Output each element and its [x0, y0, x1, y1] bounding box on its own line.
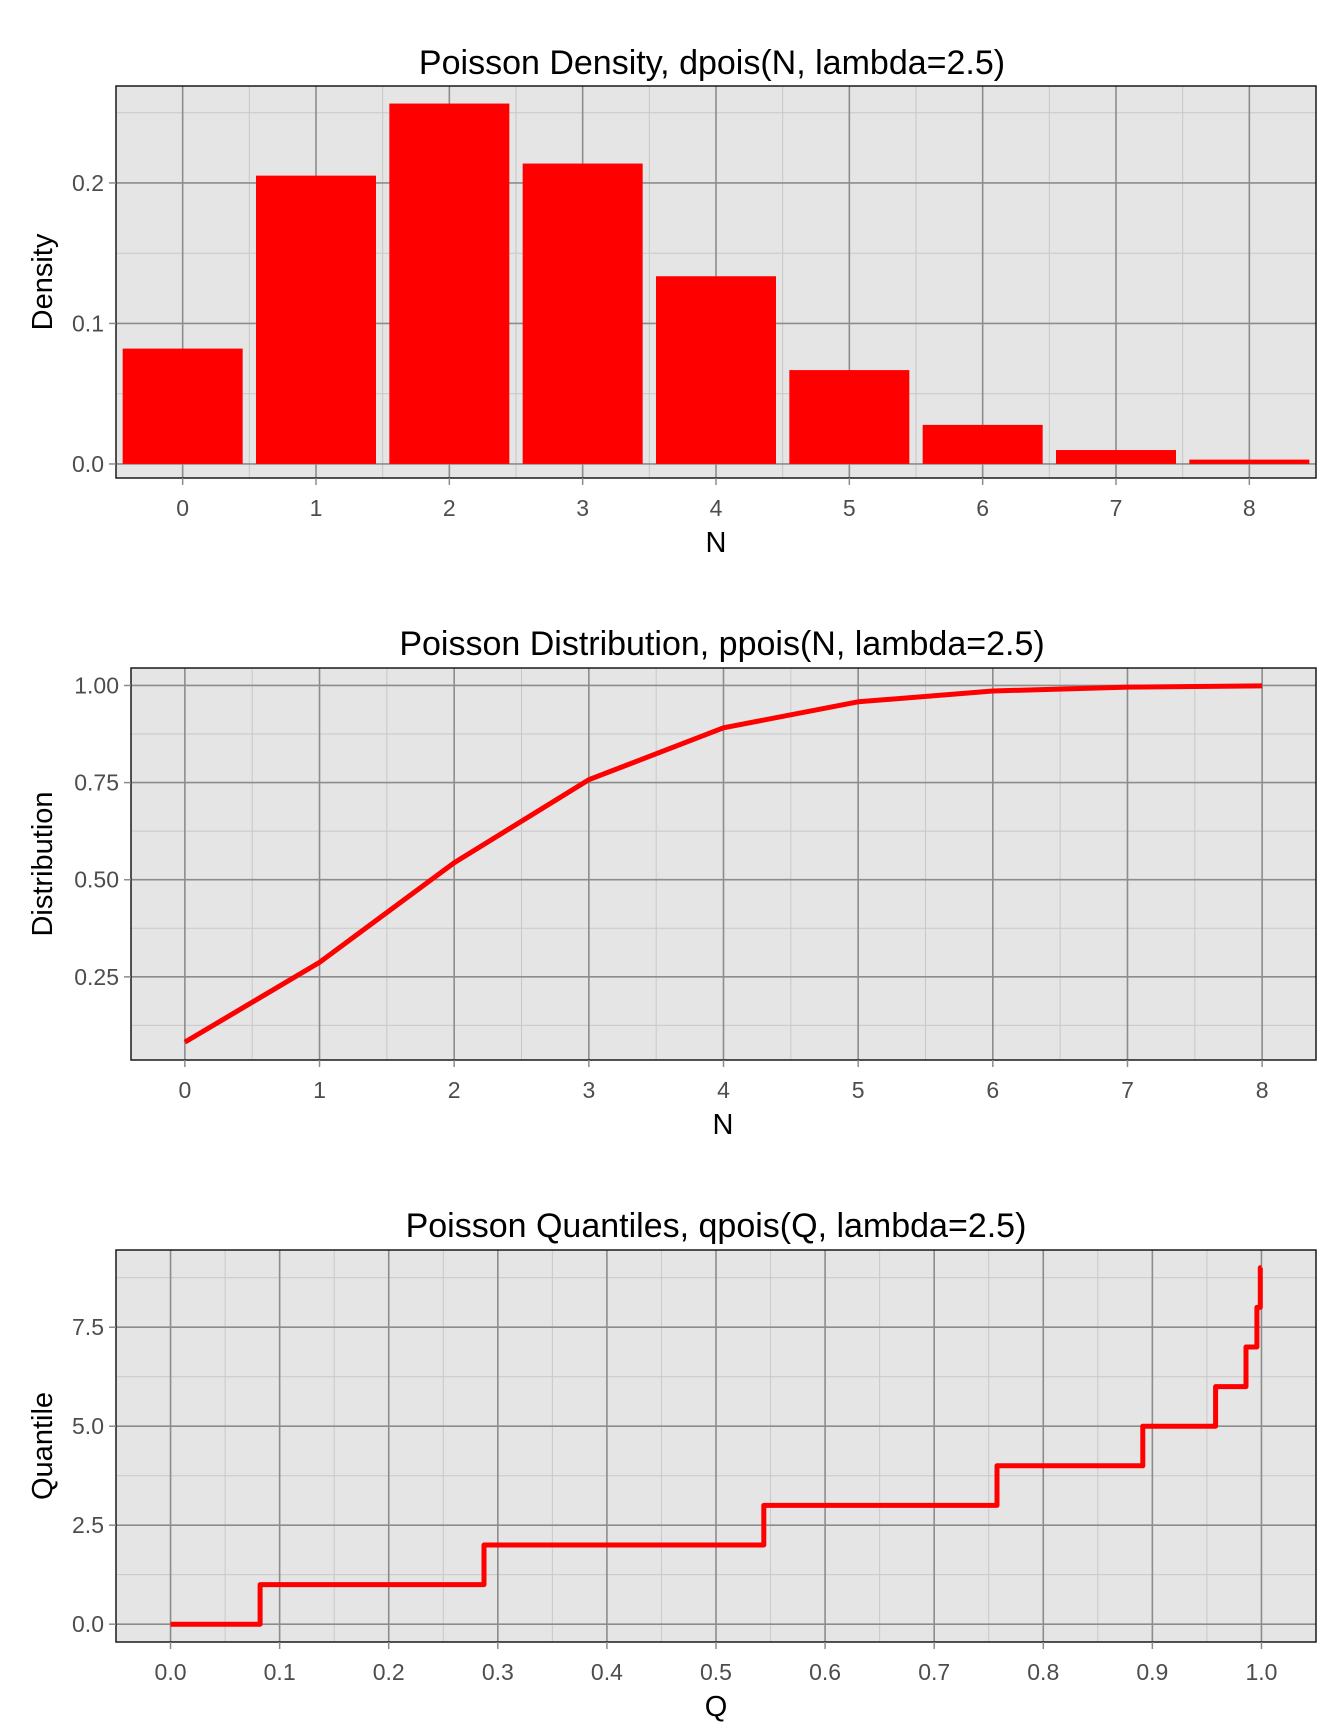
density-bar: [256, 175, 376, 464]
density-x-tick-label: 8: [1243, 495, 1256, 521]
density-chart-title: Poisson Density, dpois(N, lambda=2.5): [419, 44, 1005, 82]
quantiles-step-line: [170, 1265, 1263, 1627]
distribution-x-tick-label: 6: [986, 1077, 999, 1103]
density-y-tick-label: 0.2: [72, 170, 104, 196]
density-x-tick-label: 4: [710, 495, 723, 521]
distribution-y-tick-label: 1.00: [74, 672, 119, 698]
quantiles-series-line: [170, 1265, 1263, 1627]
quantiles-y-tick-label: 7.5: [72, 1314, 104, 1340]
distribution-y-axis-title: Distribution: [27, 791, 59, 936]
quantiles-chart-title: Poisson Quantiles, qpois(Q, lambda=2.5): [406, 1207, 1027, 1245]
quantiles-tick-labels: 0.0 0.1 0.2 0.3 0.4 0.5 0.6 0.7 0.8 0.9 1.0 0.0 2.5 5…: [72, 1314, 1277, 1685]
distribution-y-tick-label: 0.75: [74, 770, 119, 796]
quantiles-y-tick-label: 5.0: [72, 1413, 104, 1439]
distribution-x-tick-label: 1: [313, 1077, 326, 1103]
distribution-y-tick-label: 0.25: [74, 964, 119, 990]
density-bar: [522, 163, 643, 464]
density-y-tick-label: 0.0: [72, 451, 104, 477]
distribution-gridlines: [131, 668, 1316, 1060]
density-bar: [789, 370, 910, 464]
density-x-tick-label: 5: [843, 495, 856, 521]
quantiles-x-tick-label: 0.8: [1027, 1659, 1059, 1685]
distribution-tick-labels: 0 1 2 3 4 5 6 7 8 0.25 0.50 0.75 1.00: [74, 672, 1268, 1103]
quantiles-x-tick-label: 0.9: [1136, 1659, 1168, 1685]
distribution-x-tick-label: 4: [717, 1077, 730, 1103]
quantiles-x-tick-label: 1.0: [1245, 1659, 1277, 1685]
density-bar: [922, 424, 1043, 464]
density-bar: [656, 276, 776, 464]
quantiles-y-tick-label: 2.5: [72, 1512, 104, 1538]
quantiles-x-tick-label: 0.2: [373, 1659, 405, 1685]
density-bars: [122, 103, 1310, 464]
quantiles-x-axis-title: Q: [705, 1691, 728, 1723]
quantiles-x-tick-label: 0.0: [155, 1659, 187, 1685]
distribution-x-tick-label: 3: [582, 1077, 595, 1103]
distribution-x-tick-label: 2: [448, 1077, 461, 1103]
distribution-chart: Poisson Distribution, ppois(N, lambda=2.…: [27, 625, 1317, 1141]
distribution-y-tick-label: 0.50: [74, 867, 119, 893]
quantiles-x-tick-label: 0.7: [918, 1659, 950, 1685]
distribution-x-axis-title: N: [713, 1109, 734, 1141]
distribution-chart-title: Poisson Distribution, ppois(N, lambda=2.…: [399, 625, 1044, 663]
density-tick-labels: 0 1 2 3 4 5 6 7 8 0.0 0.1 0.2: [72, 170, 1256, 521]
distribution-line: [183, 683, 1263, 1045]
density-x-tick-label: 2: [443, 495, 456, 521]
quantiles-y-tick-label: 0.0: [72, 1611, 104, 1637]
quantiles-x-tick-label: 0.4: [591, 1659, 623, 1685]
density-x-tick-label: 0: [176, 495, 189, 521]
density-bar: [122, 348, 243, 464]
quantiles-x-tick-label: 0.6: [809, 1659, 841, 1685]
density-bar: [1056, 450, 1176, 464]
distribution-x-tick-label: 7: [1121, 1077, 1134, 1103]
quantiles-y-axis-title: Quantile: [27, 1392, 59, 1500]
quantiles-x-tick-label: 0.3: [482, 1659, 514, 1685]
density-x-tick-label: 3: [576, 495, 589, 521]
density-chart: Poisson Density, dpois(N, lambda=2.5) 0 1…: [27, 44, 1317, 559]
distribution-x-tick-label: 5: [852, 1077, 865, 1103]
density-bar: [1189, 459, 1310, 464]
distribution-x-tick-label: 0: [178, 1077, 191, 1103]
quantiles-gridlines: [116, 1250, 1316, 1642]
density-bar: [389, 103, 510, 464]
density-x-tick-label: 1: [310, 495, 323, 521]
density-y-axis-title: Density: [27, 233, 59, 330]
quantiles-x-tick-label: 0.5: [700, 1659, 732, 1685]
quantiles-x-tick-label: 0.1: [264, 1659, 296, 1685]
density-x-tick-label: 6: [976, 495, 989, 521]
density-x-tick-label: 7: [1110, 495, 1123, 521]
distribution-x-tick-label: 8: [1256, 1077, 1269, 1103]
density-x-axis-title: N: [706, 527, 727, 559]
density-y-tick-label: 0.1: [72, 310, 104, 336]
quantiles-chart: Poisson Quantiles, qpois(Q, lambda=2.5) …: [27, 1207, 1317, 1723]
distribution-series-line: [183, 683, 1263, 1045]
